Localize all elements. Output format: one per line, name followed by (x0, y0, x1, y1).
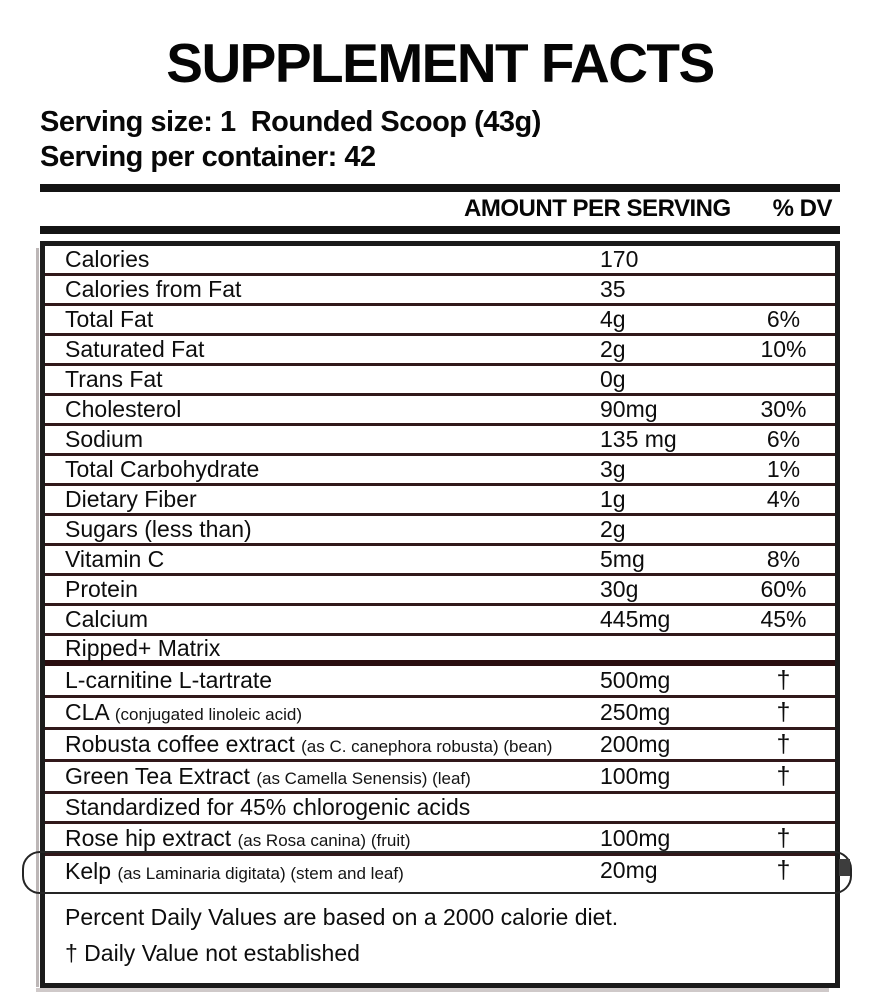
nutrient-name: Vitamin C (65, 546, 165, 573)
nutrient-name: Protein (65, 576, 138, 603)
nutrient-amount: 100mg (600, 762, 671, 789)
table-row: Total Fat 4g 6% (45, 306, 835, 336)
nutrient-dv: 30% (760, 395, 807, 422)
table-row: Robusta coffee extract (as C. canephora … (45, 730, 835, 762)
nutrient-dv: 6% (766, 425, 801, 452)
table-row: Calcium 445mg 45% (45, 606, 835, 636)
nutrient-name: Rose hip extract (as Rosa canina) (fruit… (65, 825, 411, 852)
nutrient-amount: 4g (600, 305, 626, 332)
table-shadow-left (36, 247, 39, 988)
table-row: Calories 170 (45, 246, 835, 276)
table-row: Sodium 135 mg 6% (45, 426, 835, 456)
table-row: L-carnitine L-tartrate 500mg † (45, 666, 835, 698)
table-footer: Percent Daily Values are based on a 2000… (45, 886, 835, 983)
top-divider (40, 183, 840, 192)
nutrient-amount: 2g (600, 335, 626, 362)
nutrient-name: Total Carbohydrate (65, 456, 260, 483)
table-row: Cholesterol 90mg 30% (45, 396, 835, 426)
table-row: Protein 30g 60% (45, 576, 835, 606)
nutrient-name: Sodium (65, 426, 143, 453)
table-rows: Calories 170 Calories from Fat 35 Total Fat 4… (22, 246, 852, 894)
table-row: Total Carbohydrate 3g 1% (45, 456, 835, 486)
nutrient-name: CLA (conjugated linoleic acid) (65, 699, 302, 726)
column-header-row: AMOUNT PER SERVING % DV (40, 192, 840, 226)
nutrient-dv: 10% (760, 335, 807, 362)
nutrient-dv: † (776, 856, 791, 885)
nutrient-name: Green Tea Extract (as Camella Senensis) … (65, 763, 471, 790)
page-title: SUPPLEMENT FACTS (166, 32, 715, 94)
table-row: Kelp (as Laminaria digitata) (stem and l… (22, 850, 852, 894)
nutrient-amount: 3g (600, 455, 626, 482)
nutrient-name: Saturated Fat (65, 336, 205, 363)
nutrient-dv: 8% (766, 545, 801, 572)
nutrient-name: Standardized for 45% chlorogenic acids (65, 794, 471, 821)
nutrient-name: Calories (65, 246, 150, 273)
percent-dv-header: % DV (772, 194, 833, 222)
table-shadow-bottom (36, 988, 829, 993)
nutrient-amount: 0g (600, 365, 626, 392)
nutrient-amount: 250mg (600, 698, 671, 725)
nutrient-detail: (as Laminaria digitata) (stem and leaf) (117, 863, 404, 883)
amount-per-serving-header: AMOUNT PER SERVING (464, 194, 731, 222)
nutrient-dv: 6% (766, 305, 801, 332)
nutrient-amount: 5mg (600, 545, 645, 572)
table-row: Saturated Fat 2g 10% (45, 336, 835, 366)
nutrient-detail: (as Rosa canina) (fruit) (237, 831, 411, 851)
nutrient-dv: † (776, 823, 791, 852)
nutrient-dv: 4% (766, 485, 801, 512)
nutrient-amount: 90mg (600, 395, 658, 422)
nutrient-name: Robusta coffee extract (as C. canephora … (65, 731, 553, 758)
nutrient-detail: (as Camella Senensis) (leaf) (256, 769, 471, 789)
footer-dagger-note: † Daily Value not established (65, 939, 360, 966)
nutrient-amount: 100mg (600, 824, 671, 851)
table-row: Ripped+ Matrix (45, 636, 835, 666)
serving-info: Serving size: 1 Rounded Scoop (43g) Serv… (40, 105, 840, 176)
nutrient-name: Sugars (less than) (65, 516, 252, 543)
table-row: Calories from Fat 35 (45, 276, 835, 306)
nutrient-dv: † (776, 697, 791, 726)
table-row: Standardized for 45% chlorogenic acids (45, 794, 835, 824)
nutrient-amount: 500mg (600, 666, 671, 693)
serving-size-line: Serving size: 1 Rounded Scoop (43g) (40, 106, 541, 138)
table-row: CLA (conjugated linoleic acid) 250mg † (45, 698, 835, 730)
table-row: Rose hip extract (as Rosa canina) (fruit… (45, 824, 835, 856)
nutrient-name: Calcium (65, 606, 149, 633)
header-divider (40, 225, 840, 234)
nutrient-amount: 2g (600, 515, 626, 542)
nutrient-dv: 60% (760, 575, 807, 602)
nutrient-detail: (conjugated linoleic acid) (114, 705, 302, 725)
nutrient-name: Total Fat (65, 306, 154, 333)
nutrient-amount: 200mg (600, 730, 671, 757)
table-row: Trans Fat 0g (45, 366, 835, 396)
nutrient-dv: 45% (760, 605, 807, 632)
nutrient-dv: † (776, 761, 791, 790)
nutrient-name: Kelp (as Laminaria digitata) (stem and l… (65, 857, 404, 884)
nutrient-amount: 1g (600, 485, 626, 512)
nutrient-amount: 170 (600, 245, 639, 272)
table-row: Dietary Fiber 1g 4% (45, 486, 835, 516)
nutrient-dv: † (776, 665, 791, 694)
nutrient-dv: † (776, 729, 791, 758)
nutrient-name: Cholesterol (65, 396, 182, 423)
table-row: Green Tea Extract (as Camella Senensis) … (45, 762, 835, 794)
table-row: Sugars (less than) 2g (45, 516, 835, 546)
nutrient-dv: 1% (766, 455, 801, 482)
servings-per-container-line: Serving per container: 42 (40, 141, 376, 174)
nutrient-name: Calories from Fat (65, 276, 242, 303)
nutrient-name: Dietary Fiber (65, 486, 197, 513)
nutrient-amount: 35 (600, 275, 626, 302)
kelp-annotation-knob (839, 858, 850, 876)
nutrient-amount: 30g (600, 575, 639, 602)
nutrient-amount: 135 mg (600, 425, 677, 452)
nutrient-amount: 445mg (600, 605, 671, 632)
nutrient-name: Trans Fat (65, 366, 163, 393)
facts-table: Calories 170 Calories from Fat 35 Total Fat 4… (22, 240, 852, 993)
nutrient-name: Ripped+ Matrix (65, 634, 221, 661)
footer-dv-note: Percent Daily Values are based on a 2000… (65, 903, 619, 930)
nutrient-name: L-carnitine L-tartrate (65, 667, 273, 694)
nutrient-detail: (as C. canephora robusta) (bean) (301, 737, 553, 757)
nutrient-amount: 20mg (600, 857, 658, 884)
table-row: Vitamin C 5mg 8% (45, 546, 835, 576)
